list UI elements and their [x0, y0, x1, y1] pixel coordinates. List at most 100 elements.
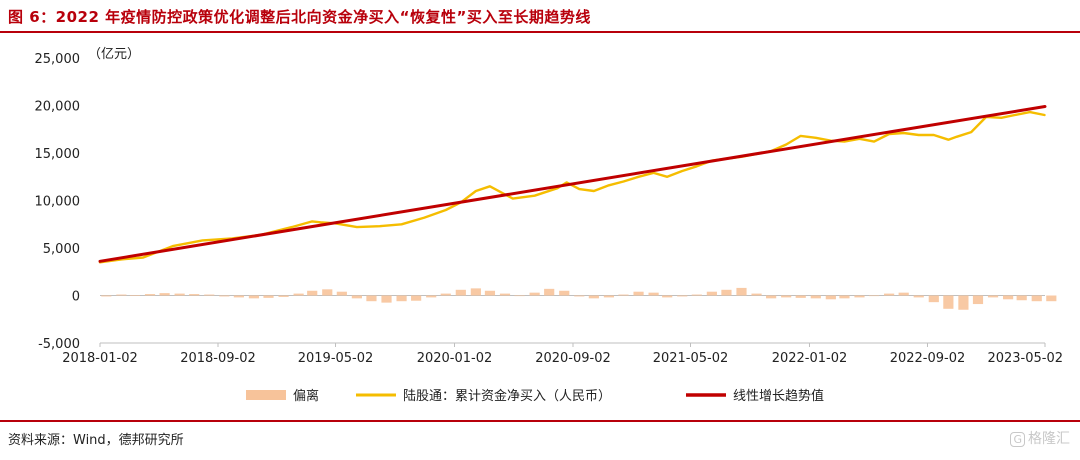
y-tick-label: 15,000	[35, 147, 81, 162]
deviation-bar	[366, 295, 377, 302]
deviation-bar	[263, 295, 274, 298]
watermark-logo-icon: G	[1010, 432, 1025, 447]
deviation-bar	[396, 295, 407, 302]
deviation-bar	[381, 295, 392, 303]
legend-label-trend: 线性增长趋势值	[733, 388, 824, 404]
deviation-bar	[810, 295, 821, 299]
x-tick-label: 2020-09-02	[535, 351, 611, 366]
deviation-bar	[129, 295, 141, 296]
deviation-bar	[1046, 295, 1057, 302]
deviation-bar	[706, 291, 717, 296]
deviation-bar	[648, 292, 659, 296]
deviation-bar	[322, 289, 333, 296]
deviation-bar	[116, 294, 127, 296]
deviation-bar	[529, 292, 540, 296]
deviation-bar	[351, 295, 362, 299]
deviation-bar	[574, 295, 585, 297]
deviation-bar	[233, 295, 244, 298]
x-tick-label: 2019-05-02	[298, 351, 374, 366]
legend: 偏离 陆股通：累计资金净买入（人民币） 线性增长趋势值	[246, 388, 824, 404]
deviation-bar	[307, 290, 318, 296]
deviation-bar	[1016, 295, 1027, 301]
x-tick-label: 2022-09-02	[890, 351, 966, 366]
x-tick-label: 2022-01-02	[772, 351, 848, 366]
deviation-bar	[854, 295, 865, 298]
chart-canvas: -5,000 0 5,000 10,000 15,000 20,000 25,000 2018…	[35, 47, 1064, 404]
axes: -5,000 0 5,000 10,000 15,000 20,000 25,000 2018…	[35, 52, 1064, 366]
y-tick-label: 5,000	[43, 242, 80, 257]
deviation-bar	[336, 291, 347, 296]
deviation-bar	[101, 295, 112, 297]
deviation-bar	[204, 294, 215, 296]
deviation-bar	[189, 294, 200, 296]
deviation-bar	[499, 293, 511, 296]
deviation-bar	[248, 295, 260, 299]
deviation-bar	[426, 295, 437, 298]
y-tick-label: 0	[72, 290, 80, 305]
deviation-bar	[691, 294, 702, 296]
watermark: G 格隆汇	[1010, 428, 1070, 448]
deviation-bar	[633, 291, 644, 296]
deviation-bar	[766, 295, 777, 299]
legend-label-deviation: 偏离	[293, 388, 319, 404]
watermark-text: 格隆汇	[1028, 431, 1070, 447]
title-divider	[0, 31, 1080, 33]
linear-trend-line	[98, 105, 1047, 263]
deviation-bar	[1031, 295, 1042, 302]
deviation-bar	[455, 289, 466, 296]
deviation-bar	[913, 295, 924, 298]
deviation-bar	[514, 295, 525, 297]
legend-swatch-deviation	[246, 390, 286, 400]
deviation-bar	[943, 295, 954, 309]
cumulative-net-buy-line	[98, 110, 1046, 264]
deviation-bar	[618, 294, 629, 296]
deviation-bar	[898, 292, 909, 296]
deviation-bar	[174, 293, 185, 296]
deviation-bar	[795, 295, 806, 298]
y-tick-label: 10,000	[35, 195, 81, 210]
deviation-bar	[544, 288, 555, 296]
y-tick-label: 20,000	[35, 100, 81, 115]
legend-label-cumulative: 陆股通：累计资金净买入（人民币）	[403, 388, 611, 404]
deviation-bar	[603, 295, 615, 298]
deviation-bar	[868, 295, 880, 297]
y-tick-label: 25,000	[35, 52, 81, 67]
deviation-bar	[958, 295, 969, 310]
deviation-bar	[928, 295, 939, 303]
deviation-bar	[293, 293, 304, 296]
deviation-bar	[972, 295, 984, 305]
deviation-bar	[484, 290, 496, 296]
deviation-bar	[440, 293, 451, 296]
deviation-bars	[101, 287, 1057, 310]
deviation-bar	[470, 288, 481, 296]
deviation-bar	[751, 293, 762, 296]
footer-divider	[0, 420, 1080, 422]
y-tick-label: -5,000	[38, 337, 80, 352]
deviation-bar	[662, 295, 673, 298]
deviation-bar	[721, 289, 732, 296]
deviation-bar	[677, 295, 688, 297]
source-note: 资料来源：Wind，德邦研究所	[8, 433, 184, 448]
series-lines	[98, 105, 1047, 264]
deviation-bar	[278, 295, 289, 297]
deviation-bar	[411, 295, 422, 301]
deviation-bar	[219, 295, 230, 297]
x-tick-label: 2020-01-02	[417, 351, 493, 366]
deviation-bar	[987, 295, 999, 298]
deviation-bar	[159, 293, 170, 296]
x-tick-label: 2021-05-02	[653, 351, 729, 366]
deviation-bar	[144, 294, 156, 296]
x-tick-label: 2018-01-02	[62, 351, 138, 366]
x-tick-label: 2023-05-02	[987, 351, 1063, 366]
deviation-bar	[825, 295, 836, 300]
deviation-bar	[839, 295, 850, 299]
y-unit-label: （亿元）	[88, 47, 140, 62]
deviation-bar	[781, 295, 792, 298]
deviation-bar	[884, 293, 895, 296]
deviation-bar	[588, 295, 599, 299]
chart-title: 图 6：2022 年疫情防控政策优化调整后北向资金净买入“恢复性”买入至长期趋势…	[8, 8, 591, 26]
deviation-bar	[1003, 295, 1014, 300]
deviation-bar	[736, 287, 747, 296]
deviation-bar	[559, 290, 570, 296]
x-tick-label: 2018-09-02	[180, 351, 256, 366]
